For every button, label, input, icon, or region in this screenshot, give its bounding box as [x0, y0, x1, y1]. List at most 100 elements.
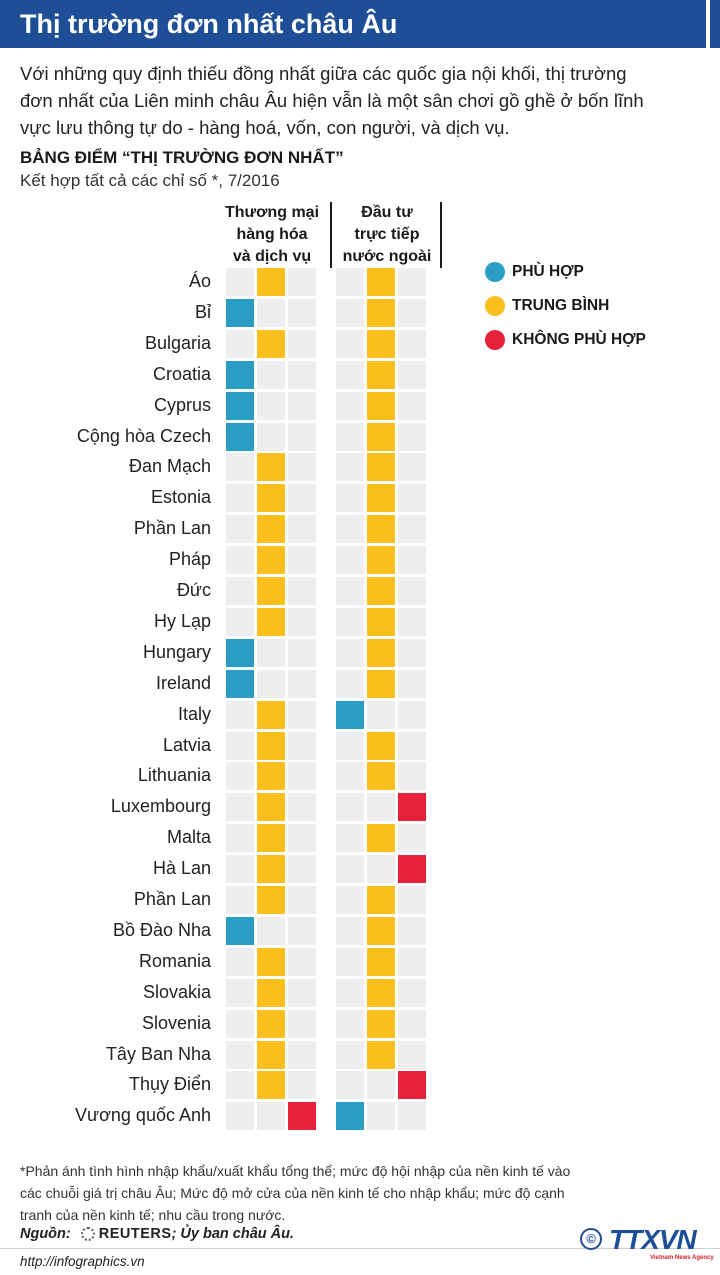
reuters-logo: REUTERS: [80, 1226, 172, 1242]
column-header-line: Thương mại: [224, 204, 320, 221]
bottom-divider: [0, 1248, 720, 1249]
score-cell: [367, 638, 395, 667]
score-cell: [367, 268, 395, 296]
score-cell: [367, 422, 395, 451]
score-cell: [398, 762, 426, 791]
score-cell: [226, 298, 254, 327]
score-cell: [336, 638, 364, 667]
score-cell: [398, 1009, 426, 1038]
score-cell: [336, 1009, 364, 1038]
row-label: Bulgaria: [144, 332, 211, 353]
row-label: Bồ Đào Nha: [112, 919, 211, 940]
score-cell: [367, 762, 395, 791]
legend-dot-icon: [485, 330, 505, 350]
score-cell: [398, 360, 426, 389]
score-cell: [336, 824, 364, 853]
source-rest: ; Ủy ban châu Âu.: [171, 1226, 295, 1242]
score-cell: [288, 607, 316, 636]
score-cell: [257, 1009, 285, 1038]
score-cell: [367, 947, 395, 976]
legend-label: PHÙ HỢP: [512, 263, 584, 280]
row-label: Hy Lạp: [153, 610, 211, 631]
score-cell: [257, 1040, 285, 1069]
row-label: Lithuania: [137, 765, 211, 786]
score-cell: [288, 700, 316, 729]
score-cell: [288, 298, 316, 327]
site-link[interactable]: http://infographics.vn: [20, 1254, 145, 1269]
row-label: Phần Lan: [133, 889, 211, 909]
page-title: Thị trường đơn nhất châu Âu: [20, 9, 398, 39]
score-cell: [257, 916, 285, 945]
score-cell: [367, 298, 395, 327]
score-cell: [367, 329, 395, 358]
score-cell: [226, 700, 254, 729]
score-cell: [257, 360, 285, 389]
score-cell: [398, 916, 426, 945]
row-label: Malta: [166, 827, 211, 848]
row-label: Ireland: [155, 672, 211, 693]
score-cell: [398, 731, 426, 760]
score-cell: [257, 298, 285, 327]
score-cell: [398, 824, 426, 853]
score-cell: [336, 607, 364, 636]
score-cell: [226, 947, 254, 976]
score-cell: [288, 669, 316, 698]
column-header-line: nước ngoài: [342, 248, 432, 265]
score-cell: [288, 638, 316, 667]
row-label: Croatia: [152, 363, 211, 384]
score-cell: [336, 329, 364, 358]
score-cell: [288, 762, 316, 791]
row-label: Estonia: [150, 487, 211, 508]
score-cell: [336, 1102, 364, 1131]
score-cell: [398, 669, 426, 698]
score-cell: [398, 546, 426, 575]
column-divider: [440, 202, 442, 268]
chart-title: BẢNG ĐIỂM “THỊ TRƯỜNG ĐƠN NHẤT”: [20, 148, 344, 167]
row-label: Latvia: [162, 734, 211, 755]
score-cell: [398, 391, 426, 420]
score-cell: [398, 577, 426, 605]
score-cell: [226, 268, 254, 296]
column-divider: [330, 202, 332, 268]
score-cell: [226, 515, 254, 544]
score-cell: [367, 669, 395, 698]
score-cell: [226, 916, 254, 945]
score-cell: [288, 1009, 316, 1038]
score-cell: [398, 268, 426, 296]
score-cell: [257, 978, 285, 1007]
score-cell: [336, 762, 364, 791]
score-cell: [288, 886, 316, 914]
row-label: Tây Ban Nha: [105, 1043, 211, 1064]
score-cell: [336, 886, 364, 914]
score-cell: [336, 1040, 364, 1069]
column-header-line: Đầu tư: [361, 204, 413, 221]
score-cell: [367, 1071, 395, 1100]
score-cell: [226, 546, 254, 575]
score-cell: [367, 793, 395, 822]
score-cell: [257, 1071, 285, 1100]
score-cell: [336, 577, 364, 605]
score-cell: [226, 607, 254, 636]
score-cell: [257, 731, 285, 760]
row-label: Hà Lan: [152, 858, 211, 879]
score-cell: [336, 669, 364, 698]
score-cell: [226, 731, 254, 760]
row-label: Romania: [138, 950, 211, 971]
score-cell: [336, 360, 364, 389]
score-cell: [257, 484, 285, 513]
score-cell: [288, 978, 316, 1007]
score-cell: [226, 1009, 254, 1038]
ttxvn-logo: TTXVN: [609, 1224, 697, 1255]
score-cell: [226, 886, 254, 914]
copyright-icon: ©: [580, 1228, 602, 1250]
score-cell: [367, 360, 395, 389]
column-header: Thương mại hàng hóa và dịch vụ: [222, 202, 322, 268]
score-cell: [367, 453, 395, 482]
score-cell: [226, 978, 254, 1007]
score-cell: [257, 886, 285, 914]
row-label: Phần Lan: [133, 518, 211, 539]
score-cell: [336, 731, 364, 760]
score-cell: [288, 453, 316, 482]
score-cell: [257, 669, 285, 698]
score-cell: [367, 607, 395, 636]
